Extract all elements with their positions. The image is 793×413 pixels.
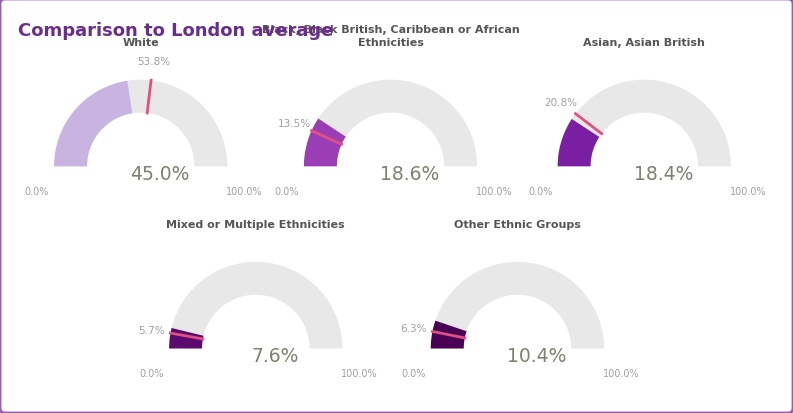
Title: Mixed or Multiple Ethnicities: Mixed or Multiple Ethnicities — [167, 220, 345, 230]
Text: 0.0%: 0.0% — [274, 186, 299, 196]
Title: Other Ethnic Groups: Other Ethnic Groups — [454, 220, 580, 230]
Text: 100.0%: 100.0% — [227, 186, 263, 196]
Text: 20.8%: 20.8% — [544, 98, 577, 108]
Polygon shape — [431, 321, 466, 349]
Text: 100.0%: 100.0% — [603, 368, 640, 378]
Text: 100.0%: 100.0% — [342, 368, 378, 378]
Text: 0.0%: 0.0% — [140, 368, 164, 378]
Text: 18.4%: 18.4% — [634, 164, 693, 183]
Text: 0.0%: 0.0% — [401, 368, 426, 378]
Polygon shape — [304, 81, 477, 167]
Polygon shape — [557, 120, 600, 167]
Text: 7.6%: 7.6% — [251, 346, 298, 365]
Text: 100.0%: 100.0% — [477, 186, 513, 196]
Polygon shape — [54, 81, 132, 167]
Title: White: White — [122, 38, 159, 48]
Text: 100.0%: 100.0% — [730, 186, 767, 196]
Polygon shape — [431, 262, 604, 349]
Text: Comparison to London average: Comparison to London average — [18, 22, 333, 40]
Polygon shape — [54, 81, 228, 167]
Text: 45.0%: 45.0% — [130, 164, 190, 183]
Text: 0.0%: 0.0% — [25, 186, 49, 196]
Text: 10.4%: 10.4% — [507, 346, 566, 365]
Text: 0.0%: 0.0% — [528, 186, 553, 196]
Text: 6.3%: 6.3% — [400, 323, 427, 333]
Text: 5.7%: 5.7% — [139, 325, 165, 335]
Polygon shape — [169, 262, 343, 349]
Polygon shape — [304, 119, 346, 167]
Title: Black, Black British, Caribbean or African
Ethnicities: Black, Black British, Caribbean or Afric… — [262, 25, 519, 48]
Polygon shape — [557, 81, 731, 167]
Text: 13.5%: 13.5% — [278, 119, 311, 128]
Text: 53.8%: 53.8% — [136, 57, 170, 67]
Polygon shape — [169, 328, 204, 349]
Text: 18.6%: 18.6% — [380, 164, 439, 183]
Title: Asian, Asian British: Asian, Asian British — [584, 38, 705, 48]
